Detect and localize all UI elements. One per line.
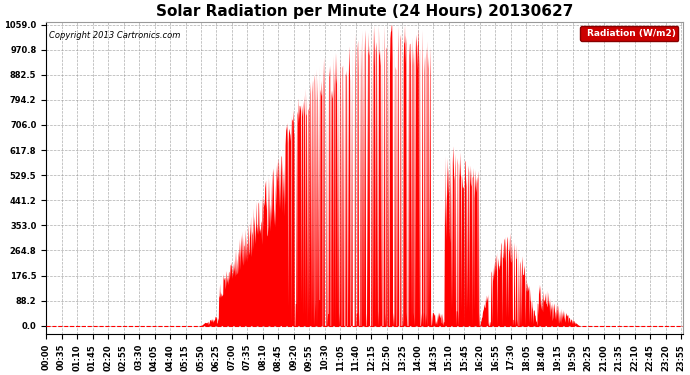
Legend: Radiation (W/m2): Radiation (W/m2): [580, 26, 678, 40]
Text: Copyright 2013 Cartronics.com: Copyright 2013 Cartronics.com: [49, 31, 181, 40]
Title: Solar Radiation per Minute (24 Hours) 20130627: Solar Radiation per Minute (24 Hours) 20…: [156, 4, 573, 19]
